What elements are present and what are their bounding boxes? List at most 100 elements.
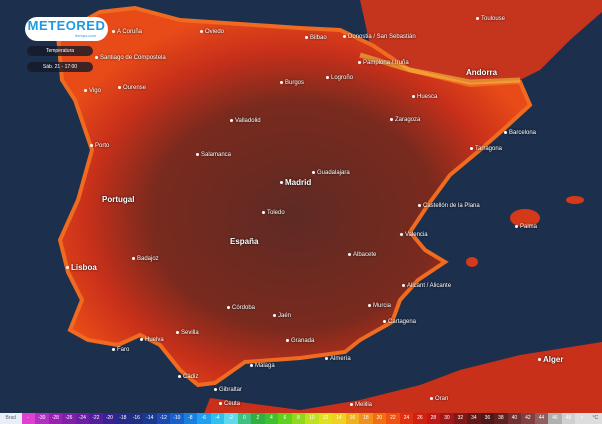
city-label: Palma [515, 224, 537, 231]
legend-step: 30 [440, 413, 454, 424]
city-label: Murcia [368, 303, 391, 310]
region-label: Andorra [466, 68, 498, 77]
city-label: Sevilla [176, 330, 199, 337]
region-label: España [230, 237, 259, 246]
north-africa-land [200, 342, 602, 424]
legend-step: -2 [224, 413, 238, 424]
city-label: Alicant / Alicante [402, 283, 451, 290]
datetime-selector[interactable]: Sáb. 21 - 17:00 [27, 62, 93, 72]
legend-step: 32 [453, 413, 468, 424]
legend-step: 22 [386, 413, 400, 424]
city-label: Pamplona / Iruña [358, 60, 409, 67]
city-label: Huesca [412, 94, 437, 101]
city-label: Vigo [84, 88, 101, 95]
legend-step: 36 [480, 413, 495, 424]
legend-unit-label: Brad [0, 413, 22, 424]
legend-step: > [575, 413, 589, 424]
city-label: Badajoz [132, 256, 159, 263]
city-label: Burgos [280, 80, 304, 87]
city-label: Valencia [400, 232, 428, 239]
brand-sub: tiempo.com [75, 33, 96, 38]
legend-step: 28 [426, 413, 441, 424]
france-land [360, 0, 602, 85]
legend-step: -16 [129, 413, 144, 424]
city-label: Huelva [140, 337, 164, 344]
legend-step: -30 [35, 413, 49, 424]
legend-step: 2 [251, 413, 265, 424]
legend-step: -6 [197, 413, 211, 424]
brand-name: METEORED [27, 18, 106, 33]
legend-step: 6 [278, 413, 292, 424]
legend-step: 34 [467, 413, 481, 424]
region-label: Portugal [102, 195, 135, 204]
legend-step: -18 [116, 413, 130, 424]
city-label: Melilla [350, 402, 372, 409]
legend-step: 26 [413, 413, 427, 424]
legend-step: -24 [75, 413, 90, 424]
legend-step: -10 [170, 413, 184, 424]
layer-selector[interactable]: Temperatura [27, 46, 93, 56]
city-label: A Coruña [112, 29, 142, 36]
legend-step: °C [588, 413, 602, 424]
city-label: Valladolid [230, 118, 261, 125]
legend-step: 44 [534, 413, 549, 424]
city-label: Ceuta [219, 401, 240, 408]
city-label: Almería [325, 356, 351, 363]
city-label: Zaragoza [390, 117, 420, 124]
legend-step: -26 [62, 413, 76, 424]
city-label: Gibraltar [214, 387, 242, 394]
legend-step: - [21, 413, 36, 424]
city-label: Logroño [326, 75, 353, 82]
city-label: Cartagena [383, 319, 416, 326]
legend-step: 12 [318, 413, 333, 424]
legend-step: 40 [507, 413, 522, 424]
city-label: Oviedo [200, 29, 224, 36]
temperature-legend: Brad - -30 -28 -26 -24 -22 -20 -18 -16 -14 -12 -10-… [0, 413, 602, 424]
city-label: Guadalajara [312, 170, 350, 177]
city-label: Salamanca [196, 152, 231, 159]
legend-step: -14 [143, 413, 157, 424]
city-label: Málaga [250, 363, 275, 370]
region-label: Madrid [280, 178, 311, 187]
legend-step: -8 [183, 413, 198, 424]
legend-step: 48 [561, 413, 576, 424]
legend-step: -20 [102, 413, 117, 424]
iberia-land [55, 5, 533, 388]
menorca [566, 196, 584, 204]
city-label: Toulouse [476, 16, 505, 23]
city-label: Jaén [273, 313, 291, 320]
city-label: Cádiz [178, 374, 198, 381]
city-label: Barcelona [504, 130, 536, 137]
legend-step: 20 [372, 413, 387, 424]
legend-step: -22 [89, 413, 103, 424]
legend-step: 42 [521, 413, 535, 424]
legend-step: 8 [291, 413, 306, 424]
city-label: Oran [430, 396, 448, 403]
city-label: Porto [90, 143, 109, 150]
legend-step: 46 [548, 413, 562, 424]
mallorca [510, 209, 540, 227]
legend-step: 18 [359, 413, 373, 424]
ibiza [466, 257, 478, 267]
legend-step: -12 [156, 413, 171, 424]
city-label: Córdoba [227, 305, 255, 312]
legend-step: 10 [305, 413, 319, 424]
region-label: Lisboa [66, 263, 97, 272]
meteored-logo[interactable]: METEORED tiempo.com [25, 17, 108, 41]
city-label: Ourense [118, 85, 146, 92]
legend-step: 24 [399, 413, 414, 424]
city-label: Donostia / San Sebastián [343, 34, 416, 41]
city-label: Albacete [348, 252, 376, 259]
city-label: Toledo [262, 210, 285, 217]
region-label: Alger [538, 355, 563, 364]
legend-step: 4 [264, 413, 279, 424]
legend-step: 16 [345, 413, 360, 424]
city-label: Santiago de Compostela [95, 55, 166, 62]
city-label: Faro [112, 347, 129, 354]
legend-step: -4 [210, 413, 225, 424]
city-label: Tarragona [470, 146, 502, 153]
city-label: Granada [286, 338, 314, 345]
legend-step: 14 [332, 413, 346, 424]
legend-step: 38 [494, 413, 508, 424]
